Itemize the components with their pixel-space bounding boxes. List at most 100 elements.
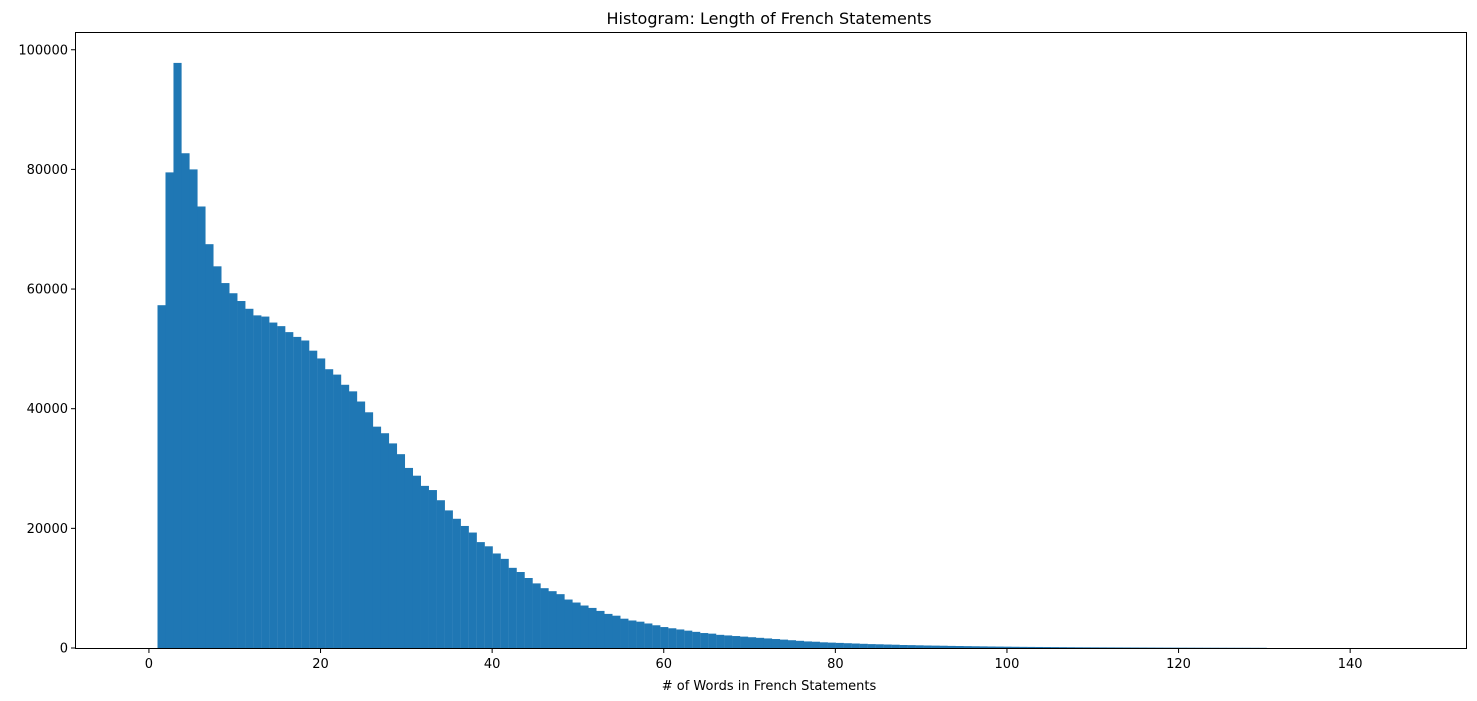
histogram-bar: [540, 588, 549, 648]
histogram-bar: [676, 629, 685, 648]
histogram-bar: [1091, 647, 1100, 648]
histogram-bar: [843, 643, 852, 648]
histogram-bar: [245, 308, 254, 648]
histogram-bar: [995, 646, 1004, 648]
histogram-bar: [771, 639, 781, 648]
histogram-bar: [349, 391, 358, 648]
histogram-bar: [1123, 647, 1132, 648]
histogram-bar: [883, 644, 892, 648]
histogram-bar: [293, 336, 302, 648]
histogram-bar: [444, 510, 453, 648]
histogram-bar: [620, 618, 629, 648]
histogram-bar: [1027, 646, 1036, 648]
histogram-bar: [237, 301, 246, 648]
histogram-bar: [396, 454, 406, 648]
histogram-bar: [556, 594, 565, 648]
histogram-bar: [325, 369, 334, 648]
histogram-bar: [572, 602, 581, 648]
histogram-bar: [500, 558, 509, 648]
histogram-bar: [692, 631, 701, 648]
histogram-bar: [380, 433, 390, 648]
histogram-bar: [628, 620, 637, 648]
plot-frame: [75, 32, 1467, 649]
histogram-bar: [205, 244, 214, 648]
histogram-bar: [460, 525, 469, 648]
histogram-bar: [476, 542, 485, 648]
histogram-bar: [1003, 646, 1012, 648]
histogram-bar: [708, 633, 717, 648]
histogram-bar: [428, 490, 437, 648]
histogram-bar: [732, 636, 741, 648]
histogram-bar: [269, 322, 278, 648]
histogram-bar: [388, 443, 398, 648]
histogram-bar: [636, 621, 645, 648]
histogram-bar: [596, 610, 605, 648]
histogram-bar: [811, 641, 820, 648]
histogram-bar: [420, 485, 429, 648]
histogram-bar: [1051, 647, 1060, 648]
histogram-bar: [652, 625, 661, 648]
x-axis-ticks: 0 20 40 60 80 100 120 140: [145, 648, 1363, 672]
histogram-bar: [253, 315, 262, 648]
histogram-bar: [827, 642, 836, 648]
histogram-bar: [891, 644, 900, 648]
histogram-bar: [341, 384, 350, 648]
histogram-bar: [668, 628, 677, 648]
histogram-bar: [412, 475, 421, 648]
histogram-bar: [317, 358, 326, 648]
histogram-bar: [835, 642, 844, 648]
histogram-bar: [1131, 647, 1140, 648]
histogram-bar: [1019, 646, 1028, 648]
bars-group: [157, 62, 1267, 649]
histogram-bar: [189, 169, 198, 648]
histogram-bar: [436, 500, 445, 648]
chart-title: Histogram: Length of French Statements: [606, 9, 931, 28]
y-tick-label: 20000: [27, 522, 68, 537]
histogram-bar: [452, 518, 461, 648]
histogram-bar: [333, 374, 342, 648]
histogram-bar: [851, 643, 860, 648]
histogram-bar: [923, 645, 932, 648]
histogram-bar: [612, 615, 621, 648]
histogram-bar: [181, 153, 190, 648]
histogram-bar: [971, 646, 980, 648]
histogram-bar: [364, 412, 374, 648]
histogram-bar: [763, 638, 773, 648]
histogram-bar: [867, 644, 876, 648]
histogram-bar: [1043, 647, 1052, 648]
histogram-bar: [947, 645, 956, 648]
histogram-bar: [1059, 647, 1068, 648]
histogram-bar: [229, 293, 238, 648]
histogram-bar: [899, 645, 908, 648]
histogram-bar: [684, 630, 693, 648]
histogram-bar: [261, 316, 270, 648]
histogram-bar: [165, 172, 174, 648]
histogram-bar: [532, 583, 541, 648]
x-tick-label: 0: [145, 657, 153, 672]
x-tick-label: 100: [995, 657, 1020, 672]
histogram-bar: [748, 637, 757, 648]
x-tick-label: 20: [312, 657, 329, 672]
histogram-bar: [357, 401, 366, 648]
histogram-bar: [285, 332, 294, 648]
histogram-bar: [516, 572, 525, 648]
y-tick-label: 60000: [27, 283, 68, 298]
histogram-bar: [819, 642, 828, 648]
histogram-bar: [795, 640, 805, 648]
histogram-bar: [979, 646, 988, 648]
histogram-bar: [604, 613, 613, 648]
histogram-bar: [580, 605, 589, 648]
histogram-bar: [907, 645, 916, 648]
histogram-bar: [468, 532, 477, 648]
histogram-bar: [787, 640, 797, 648]
y-tick-label: 40000: [27, 402, 68, 417]
histogram-bar: [157, 305, 166, 648]
histogram-bar: [173, 62, 182, 649]
histogram-bar: [221, 283, 230, 648]
histogram-bar: [492, 553, 501, 648]
histogram-bar: [404, 467, 414, 648]
x-axis-label: # of Words in French Statements: [662, 679, 877, 694]
histogram-bar: [939, 645, 948, 648]
histogram-bar: [963, 646, 972, 648]
